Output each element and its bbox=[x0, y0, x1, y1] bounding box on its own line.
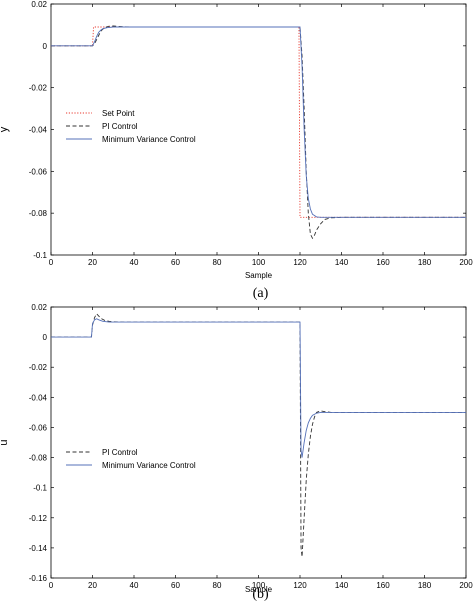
y-tick-label: -0.04 bbox=[29, 393, 48, 402]
series-line-pi-control bbox=[51, 25, 466, 240]
x-tick-label: 160 bbox=[376, 581, 390, 590]
plot-frame bbox=[50, 306, 467, 579]
x-tick-label: 0 bbox=[49, 581, 54, 590]
series-line-minimum-variance-control bbox=[51, 26, 466, 218]
x-tick-label: 140 bbox=[335, 581, 349, 590]
y-axis-label: y bbox=[0, 126, 10, 132]
legend: Set Point PI Control Minimum Variance Cont… bbox=[66, 109, 196, 144]
y-tick-label: -0.1 bbox=[33, 484, 47, 493]
legend-entry-label: PI Control bbox=[102, 122, 138, 131]
x-tick-label: 40 bbox=[130, 258, 139, 267]
x-tick-label: 120 bbox=[293, 258, 307, 267]
y-tick-label: -0.04 bbox=[29, 126, 48, 135]
x-tick-label: 100 bbox=[252, 581, 266, 590]
y-tick-label: -0.08 bbox=[29, 454, 48, 463]
panel-caption: (b) bbox=[252, 587, 269, 601]
y-tick-label: -0.14 bbox=[29, 544, 48, 553]
x-tick-label: 80 bbox=[213, 581, 222, 590]
legend-entry-label: Minimum Variance Control bbox=[102, 135, 196, 144]
x-tick-label: 20 bbox=[88, 581, 97, 590]
panel-caption: (a) bbox=[253, 286, 269, 301]
x-tick-label: 40 bbox=[130, 581, 139, 590]
x-tick-label: 80 bbox=[213, 258, 222, 267]
x-tick-label: 180 bbox=[418, 581, 432, 590]
legend-entry-label: Minimum Variance Control bbox=[102, 461, 196, 470]
x-tick-label: 180 bbox=[418, 258, 432, 267]
x-tick-label: 160 bbox=[376, 258, 390, 267]
x-axis-label: Sample bbox=[245, 585, 273, 594]
y-tick-label: 0.02 bbox=[31, 303, 47, 312]
chart-panel-b: 0 20 40 60 80 100 120 140 160 180 200 0.02 0 -0.02 -0.… bbox=[0, 303, 473, 601]
x-tick-label: 60 bbox=[171, 258, 180, 267]
x-tick-label: 60 bbox=[171, 581, 180, 590]
series-line-minimum-variance-control bbox=[51, 318, 466, 458]
y-tick-label: -0.08 bbox=[29, 209, 48, 218]
x-tick-label: 140 bbox=[335, 258, 349, 267]
plot-frame bbox=[50, 3, 467, 256]
legend-entry-label: PI Control bbox=[102, 448, 138, 457]
x-tick-label: 120 bbox=[293, 581, 307, 590]
x-tick-label: 200 bbox=[459, 258, 473, 267]
x-tick-label: 100 bbox=[252, 258, 266, 267]
legend: PI Control Minimum Variance Control bbox=[66, 448, 196, 470]
y-axis-label: u bbox=[0, 439, 10, 445]
y-tick-label: -0.02 bbox=[29, 363, 48, 372]
y-tick-label: -0.06 bbox=[29, 167, 48, 176]
y-tick-label: 0 bbox=[43, 42, 48, 51]
series-line-pi-control bbox=[51, 313, 466, 557]
x-tick-label: 200 bbox=[459, 581, 473, 590]
x-tick-label: 20 bbox=[88, 258, 97, 267]
legend-entry-label: Set Point bbox=[102, 109, 135, 118]
x-axis-label: Sample bbox=[245, 271, 273, 280]
y-tick-label: -0.02 bbox=[29, 84, 48, 93]
y-tick-label: 0 bbox=[43, 333, 48, 342]
chart-panel-a: 0 20 40 60 80 100 120 140 160 180 200 0.02 0 -0.02 -0.… bbox=[0, 0, 473, 301]
y-tick-label: -0.06 bbox=[29, 423, 48, 432]
x-tick-label: 0 bbox=[49, 258, 54, 267]
y-tick-label: -0.12 bbox=[29, 514, 48, 523]
y-tick-label: -0.16 bbox=[29, 574, 48, 583]
y-tick-label: 0.02 bbox=[31, 0, 47, 9]
y-tick-label: -0.1 bbox=[33, 251, 47, 260]
